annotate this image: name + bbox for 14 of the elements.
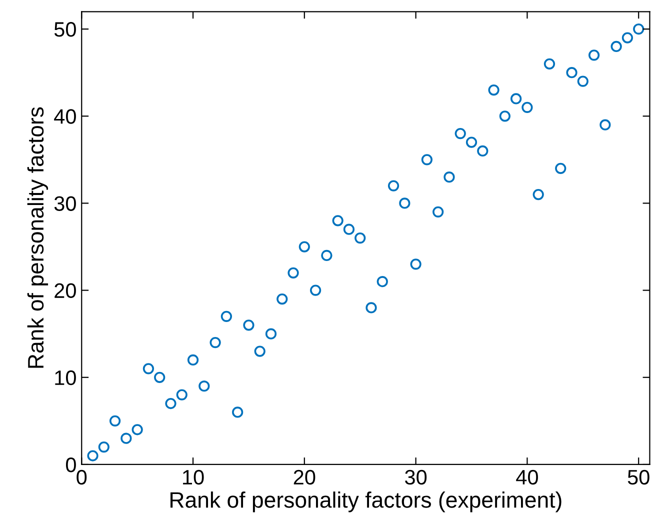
x-tick-label: 20 (294, 470, 316, 485)
y-tick-label: 20 (54, 283, 76, 298)
x-tick-label: 0 (76, 470, 87, 485)
y-tick-label: 30 (54, 196, 76, 211)
y-tick-label: 50 (54, 22, 76, 37)
y-tick-label: 40 (54, 109, 76, 124)
x-tick-label: 50 (628, 470, 650, 485)
x-axis-title: Rank of personality factors (experiment) (170, 492, 562, 512)
y-axis-title: Rank of personality factors (27, 107, 48, 368)
x-tick-label: 10 (183, 470, 204, 485)
y-tick-label: 10 (55, 370, 76, 386)
x-tick-label: 30 (405, 470, 427, 485)
y-tick-label: 0 (66, 457, 76, 472)
x-tick-label: 40 (516, 470, 538, 485)
